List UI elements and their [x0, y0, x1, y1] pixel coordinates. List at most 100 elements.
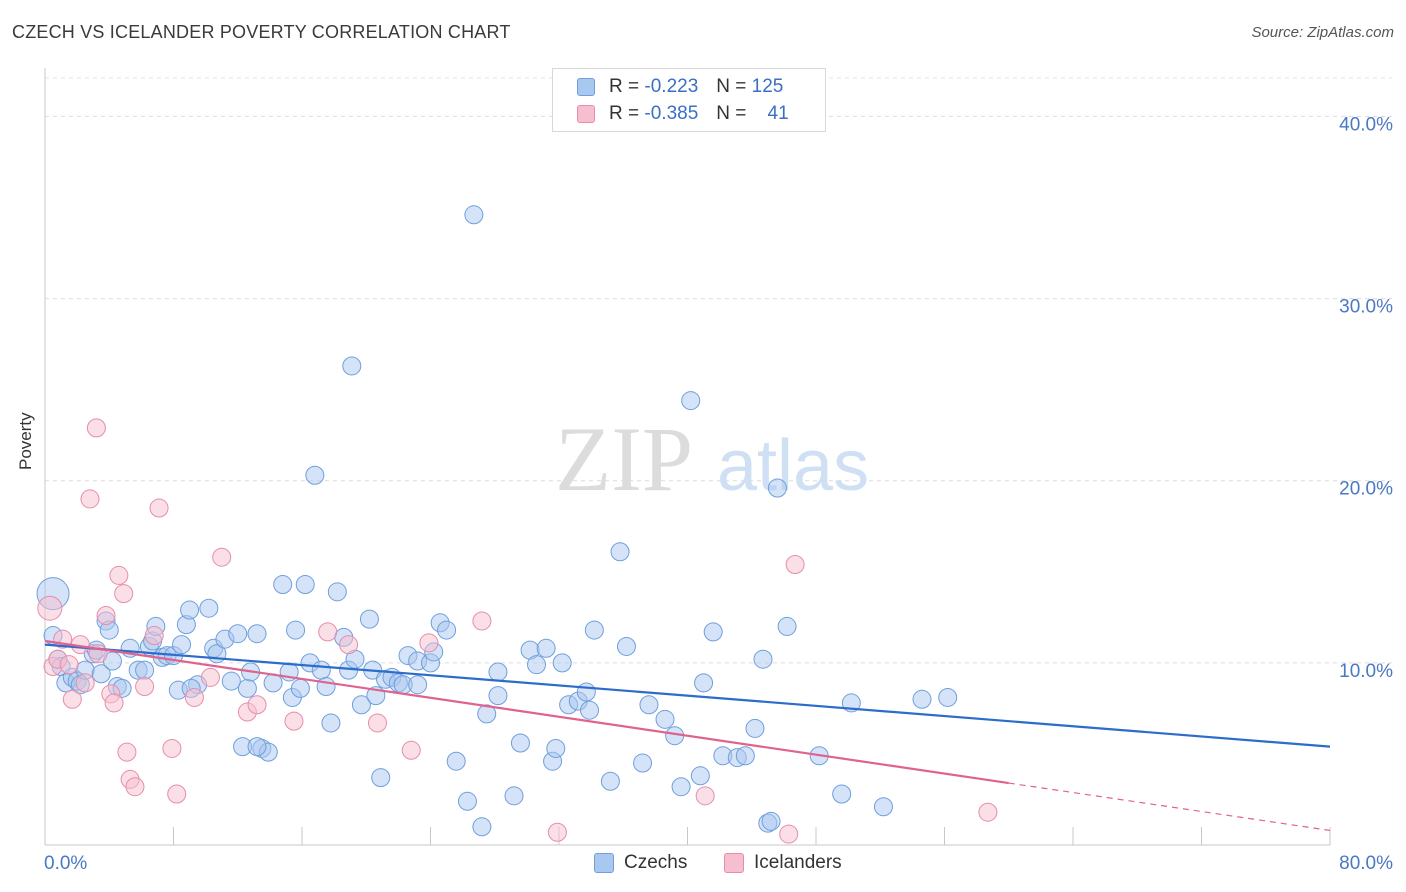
czech-point — [237, 678, 257, 698]
czech-point — [504, 786, 524, 806]
watermark-zip: ZIP — [555, 408, 693, 510]
r-label: R = — [609, 76, 640, 97]
czech-point — [576, 682, 596, 702]
czech-point — [247, 737, 267, 757]
czech-point — [273, 575, 293, 595]
czech-point — [912, 689, 932, 709]
icelander-point — [695, 786, 715, 806]
icelander-point — [401, 740, 421, 760]
icelander-point — [247, 695, 267, 715]
czech-point — [580, 700, 600, 720]
czech-point — [745, 718, 765, 738]
legend-label-czechs: Czechs — [624, 852, 688, 873]
czech-point — [359, 609, 379, 629]
czech-point — [488, 662, 508, 682]
czech-point — [527, 655, 547, 675]
czech-point — [477, 704, 497, 724]
czech-trend-line — [44, 643, 1331, 748]
r-value-czechs: -0.223 — [644, 76, 699, 97]
czech-point — [295, 575, 315, 595]
czech-point — [247, 624, 267, 644]
icelander-point — [339, 635, 359, 655]
legend-row-icelanders: R = -0.385 N = 41 — [577, 102, 789, 126]
icelander-point — [125, 777, 145, 797]
r-value-icelanders: -0.385 — [644, 103, 699, 124]
y-tick-label: 10.0% — [1339, 661, 1393, 682]
stats-legend: R = -0.223 N = 125 R = -0.385 N = 41 — [552, 68, 826, 132]
icelander-point — [75, 673, 95, 693]
czech-point — [616, 636, 636, 656]
legend-label-icelanders: Icelanders — [754, 852, 842, 873]
czech-point — [735, 746, 755, 766]
n-label: N = — [716, 103, 747, 124]
icelander-point — [96, 606, 116, 625]
icelander-point — [419, 633, 439, 653]
czech-point — [135, 660, 155, 680]
czech-point — [536, 638, 556, 658]
source-credit: Source: ZipAtlas.com — [1251, 24, 1394, 41]
czech-point — [321, 713, 341, 733]
czech-point — [777, 616, 797, 636]
czech-point — [286, 620, 306, 640]
czech-point — [767, 478, 787, 498]
icelander-point — [80, 489, 100, 509]
icelander-point — [162, 738, 182, 758]
czech-point — [290, 678, 310, 698]
n-value-czechs: 125 — [751, 76, 784, 97]
czech-point — [546, 738, 566, 758]
legend-item-czechs[interactable]: Czechs — [594, 852, 687, 874]
czech-point — [832, 784, 852, 804]
watermark-atlas: atlas — [717, 426, 869, 506]
icelander-point — [200, 667, 220, 687]
icelander-point — [284, 711, 304, 731]
icelander-point — [144, 626, 164, 646]
icelander-point — [114, 584, 134, 604]
czech-point — [655, 709, 675, 729]
czech-point — [510, 733, 530, 753]
y-tick-label: 30.0% — [1339, 297, 1393, 318]
icelander-point — [367, 713, 387, 733]
czech-swatch — [577, 78, 595, 96]
n-label: N = — [716, 76, 747, 97]
czech-point — [703, 622, 723, 642]
czech-point — [552, 653, 572, 673]
czech-point — [600, 771, 620, 791]
czech-point — [488, 686, 508, 706]
czech-point — [311, 660, 331, 680]
chart-title: CZECH VS ICELANDER POVERTY CORRELATION C… — [12, 22, 511, 42]
czech-point — [342, 356, 362, 376]
icelander-point — [109, 565, 129, 585]
czech-point — [221, 671, 241, 691]
tick-labels: 10.0% 20.0% 30.0% 40.0% 0.0% 80.0% — [44, 114, 1393, 874]
legend-row-czechs: R = -0.223 N = 125 — [577, 75, 783, 99]
grid-lines — [45, 77, 1392, 664]
czech-point — [228, 624, 248, 644]
axes — [44, 68, 1331, 846]
icelander-point — [318, 622, 338, 642]
czech-point — [199, 598, 219, 618]
czech-point — [761, 811, 781, 831]
czech-point — [472, 817, 492, 837]
czech-point — [437, 620, 457, 640]
czech-point — [305, 465, 325, 485]
czech-point — [633, 753, 653, 773]
czech-point — [671, 777, 691, 797]
czech-point — [91, 664, 111, 684]
czech-swatch — [594, 853, 614, 873]
r-label: R = — [609, 103, 640, 124]
icelander-point — [149, 498, 169, 518]
y-tick-label: 20.0% — [1339, 479, 1393, 500]
icelander-points — [37, 418, 998, 844]
czech-point — [584, 620, 604, 640]
icelander-point — [184, 687, 204, 707]
legend-item-icelanders[interactable]: Icelanders — [724, 852, 842, 874]
czech-point — [172, 635, 192, 655]
czech-point — [938, 687, 958, 707]
czech-point — [610, 542, 630, 562]
czech-point — [446, 751, 466, 771]
icelander-point — [978, 802, 998, 822]
czech-point — [753, 649, 773, 669]
n-value-icelanders: 41 — [767, 103, 789, 124]
czech-point — [690, 766, 710, 786]
